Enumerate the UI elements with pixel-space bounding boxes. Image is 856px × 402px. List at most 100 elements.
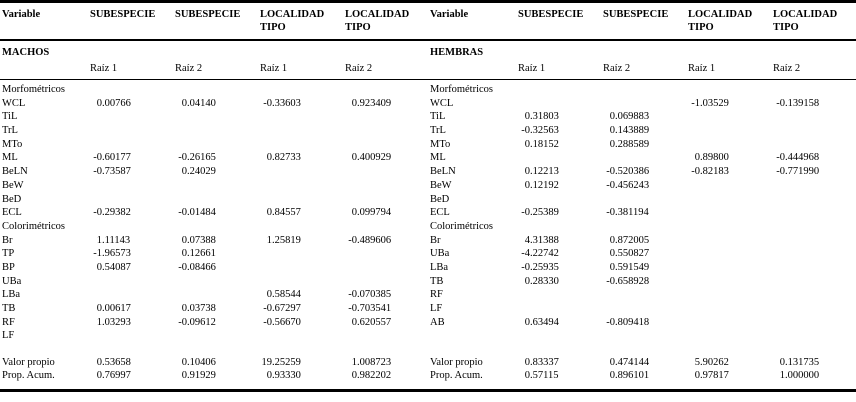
cell-value: [88, 275, 173, 289]
cell-value: 5.90262: [694, 356, 729, 368]
row-label: BeD: [2, 193, 22, 205]
cell-value: 1.000000: [779, 370, 820, 382]
header-rule: [0, 39, 856, 41]
cell-value: -0.08466: [178, 261, 216, 273]
cell-value: [258, 138, 343, 152]
row-label: Valor propio: [2, 356, 55, 368]
table-row: TB 0.28330 -0.658928: [428, 275, 856, 289]
subheader-row: Raíz 1 Raíz 2 Raíz 1 Raíz 2: [428, 60, 856, 77]
table-row: BeW 0.12192 -0.456243: [428, 179, 856, 193]
cell-value: -0.56670: [263, 316, 301, 328]
cell-value: [516, 97, 601, 111]
table-row: ECL -0.25389 -0.381194: [428, 206, 856, 220]
cell-value: [516, 288, 601, 302]
cell-value: [258, 275, 343, 289]
cell-value: 19.25259: [261, 356, 301, 368]
cell-value: [343, 220, 428, 234]
cell-value: [343, 110, 428, 124]
table-row: Br 4.31388 0.872005: [428, 234, 856, 248]
cell-value: [771, 316, 856, 330]
table-row: Br 1.11143 0.07388 1.25819 -0.489606: [0, 234, 428, 248]
cell-value: [88, 138, 173, 152]
row-label: BeW: [2, 179, 24, 191]
variable-header: Variable: [430, 9, 469, 20]
row-label: Morfométricos: [2, 84, 65, 95]
cell-value: -0.26165: [178, 152, 216, 164]
table-row: TrL: [0, 124, 428, 138]
cell-value: [343, 193, 428, 207]
column-header-band: Variable SUBESPECIE SUBESPECIE LOCALIDAD…: [0, 3, 856, 39]
subheader-rule: [0, 79, 856, 80]
footer-row: Valor propio 0.53658 0.10406 19.25259 1.0087…: [0, 356, 428, 370]
section-row: Colorimétricos: [428, 220, 856, 234]
cell-value: [88, 179, 173, 193]
col-header: LOCALIDAD TIPO: [688, 9, 753, 33]
cell-value: [771, 138, 856, 152]
cell-value: 1.03293: [96, 316, 131, 328]
col-header: LOCALIDAD TIPO: [773, 9, 838, 33]
cell-value: 0.288589: [609, 138, 650, 150]
variable-header: Variable: [2, 9, 41, 20]
cell-value: [88, 220, 173, 234]
row-label: LF: [2, 330, 15, 342]
col-header: SUBESPECIE: [175, 9, 241, 20]
cell-value: [88, 83, 173, 97]
footer-rows: Valor propio 0.53658 0.10406 19.25259 1.0087…: [0, 356, 428, 383]
row-label: TB: [430, 275, 444, 287]
cell-value: -0.703541: [348, 303, 392, 314]
cell-value: -0.60177: [93, 152, 131, 164]
cell-value: [258, 329, 343, 343]
table-row: BeD: [0, 193, 428, 207]
table-row: TP -1.96573 0.12661: [0, 247, 428, 261]
subheader: Raíz 1: [260, 63, 288, 74]
footer-rows: Valor propio 0.83337 0.474144 5.90262 0.1317…: [428, 356, 856, 383]
row-label: TB: [2, 303, 16, 314]
cell-value: 0.57115: [524, 370, 559, 382]
cell-value: [601, 220, 686, 234]
row-label: Br: [2, 234, 13, 246]
cell-value: [771, 179, 856, 193]
cell-value: [686, 206, 771, 220]
table-row: MTo: [0, 138, 428, 152]
group-label-machos: MACHOS: [2, 47, 50, 58]
cell-value: [258, 193, 343, 207]
cell-value: 0.76997: [96, 370, 131, 382]
cell-value: 0.18152: [524, 138, 559, 150]
section-row: Colorimétricos: [0, 220, 428, 234]
cell-value: [258, 83, 343, 97]
cell-value: [343, 275, 428, 289]
cell-value: -0.456243: [606, 179, 650, 191]
cell-value: -0.444968: [776, 152, 820, 164]
col-header: SUBESPECIE: [518, 9, 584, 20]
cell-value: [771, 83, 856, 97]
col-header: LOCALIDAD TIPO: [345, 9, 410, 33]
table-row: WCL -1.03529 -0.139158: [428, 97, 856, 111]
cell-value: [601, 83, 686, 97]
cell-value: 0.131735: [779, 356, 820, 368]
group-label-hembras: HEMBRAS: [430, 47, 484, 58]
section-row: Morfométricos: [428, 83, 856, 97]
cell-value: 0.069883: [609, 111, 650, 123]
cell-value: -0.489606: [348, 234, 392, 246]
cell-value: -0.25389: [521, 207, 559, 219]
cell-value: [686, 138, 771, 152]
cell-value: -0.658928: [606, 275, 650, 287]
cell-value: [601, 151, 686, 165]
col-header: SUBESPECIE: [90, 9, 156, 20]
table-row: RF: [428, 288, 856, 302]
row-label: TiL: [430, 111, 446, 123]
row-label: BeD: [430, 193, 450, 205]
cell-value: [686, 83, 771, 97]
row-label: RF: [2, 316, 15, 328]
cell-value: 0.00617: [96, 303, 131, 314]
row-label: ML: [430, 152, 446, 164]
cell-value: 0.83337: [524, 356, 559, 368]
cell-value: [88, 288, 173, 302]
cell-value: -0.381194: [606, 207, 649, 219]
cell-value: 0.896101: [609, 370, 650, 382]
row-label: MTo: [430, 138, 451, 150]
cell-value: [686, 179, 771, 193]
cell-value: [343, 83, 428, 97]
row-label: Morfométricos: [430, 84, 493, 95]
cell-value: 0.591549: [609, 261, 650, 273]
